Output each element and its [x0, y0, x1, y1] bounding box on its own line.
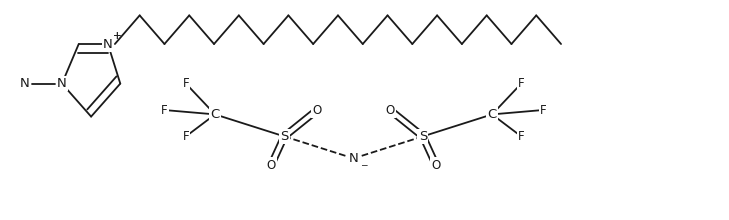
- Text: F: F: [539, 103, 547, 117]
- Text: C: C: [488, 108, 496, 121]
- Text: S: S: [418, 130, 427, 143]
- Text: F: F: [182, 130, 190, 143]
- Text: F: F: [160, 103, 168, 117]
- Text: N: N: [103, 37, 113, 51]
- Text: O: O: [386, 103, 394, 117]
- Text: F: F: [182, 77, 190, 90]
- Text: O: O: [313, 103, 321, 117]
- Text: +: +: [112, 31, 121, 41]
- Text: N: N: [57, 77, 67, 90]
- Text: S: S: [280, 130, 289, 143]
- Text: N: N: [103, 37, 113, 51]
- Text: C: C: [211, 108, 219, 121]
- Text: F: F: [518, 77, 525, 90]
- Text: O: O: [267, 158, 276, 172]
- Text: −: −: [360, 160, 367, 169]
- Text: N: N: [57, 77, 67, 90]
- Text: +: +: [112, 31, 121, 41]
- Text: N: N: [20, 77, 30, 90]
- Text: F: F: [518, 130, 525, 143]
- Text: O: O: [432, 158, 440, 172]
- Text: N: N: [348, 152, 359, 165]
